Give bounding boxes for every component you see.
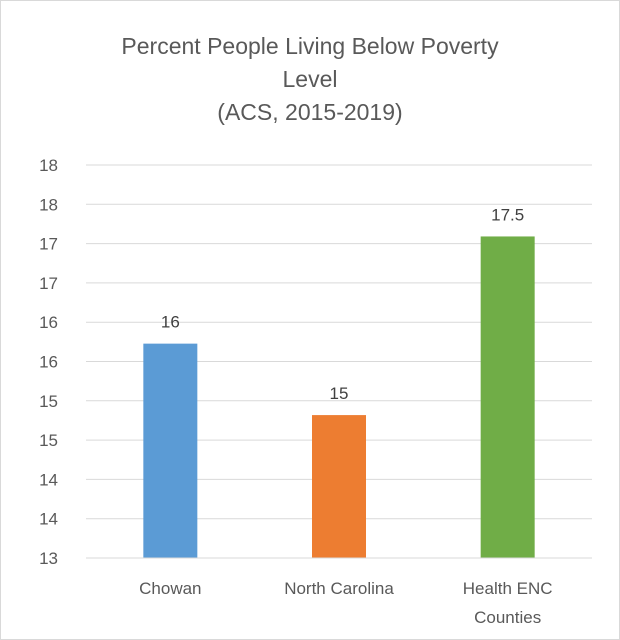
y-tick-label: 15 <box>39 392 58 411</box>
y-tick-label: 17 <box>39 274 58 293</box>
y-tick-label: 14 <box>39 510 58 529</box>
title-line-1: Percent People Living Below Poverty <box>121 33 499 59</box>
bar <box>312 415 366 558</box>
y-tick-label: 14 <box>39 470 58 489</box>
category-label: Counties <box>474 608 541 627</box>
y-tick-label: 18 <box>39 195 58 214</box>
category-label: Chowan <box>139 579 201 598</box>
y-tick-label: 16 <box>39 313 58 332</box>
category-label: North Carolina <box>284 579 394 598</box>
bar <box>480 236 535 559</box>
title-line-3: (ACS, 2015-2019) <box>217 99 403 125</box>
chart-title: Percent People Living Below Poverty Leve… <box>60 30 560 129</box>
data-label: 16 <box>161 313 180 332</box>
data-label: 15 <box>330 384 349 403</box>
category-label: Health ENC <box>463 579 553 598</box>
bar <box>143 343 198 558</box>
y-tick-label: 18 <box>39 156 58 175</box>
title-line-2: Level <box>282 66 338 92</box>
y-tick-label: 13 <box>39 549 58 568</box>
y-tick-label: 17 <box>39 235 58 254</box>
y-tick-label: 15 <box>39 431 58 450</box>
y-tick-label: 16 <box>39 353 58 372</box>
data-label: 17.5 <box>491 205 524 224</box>
